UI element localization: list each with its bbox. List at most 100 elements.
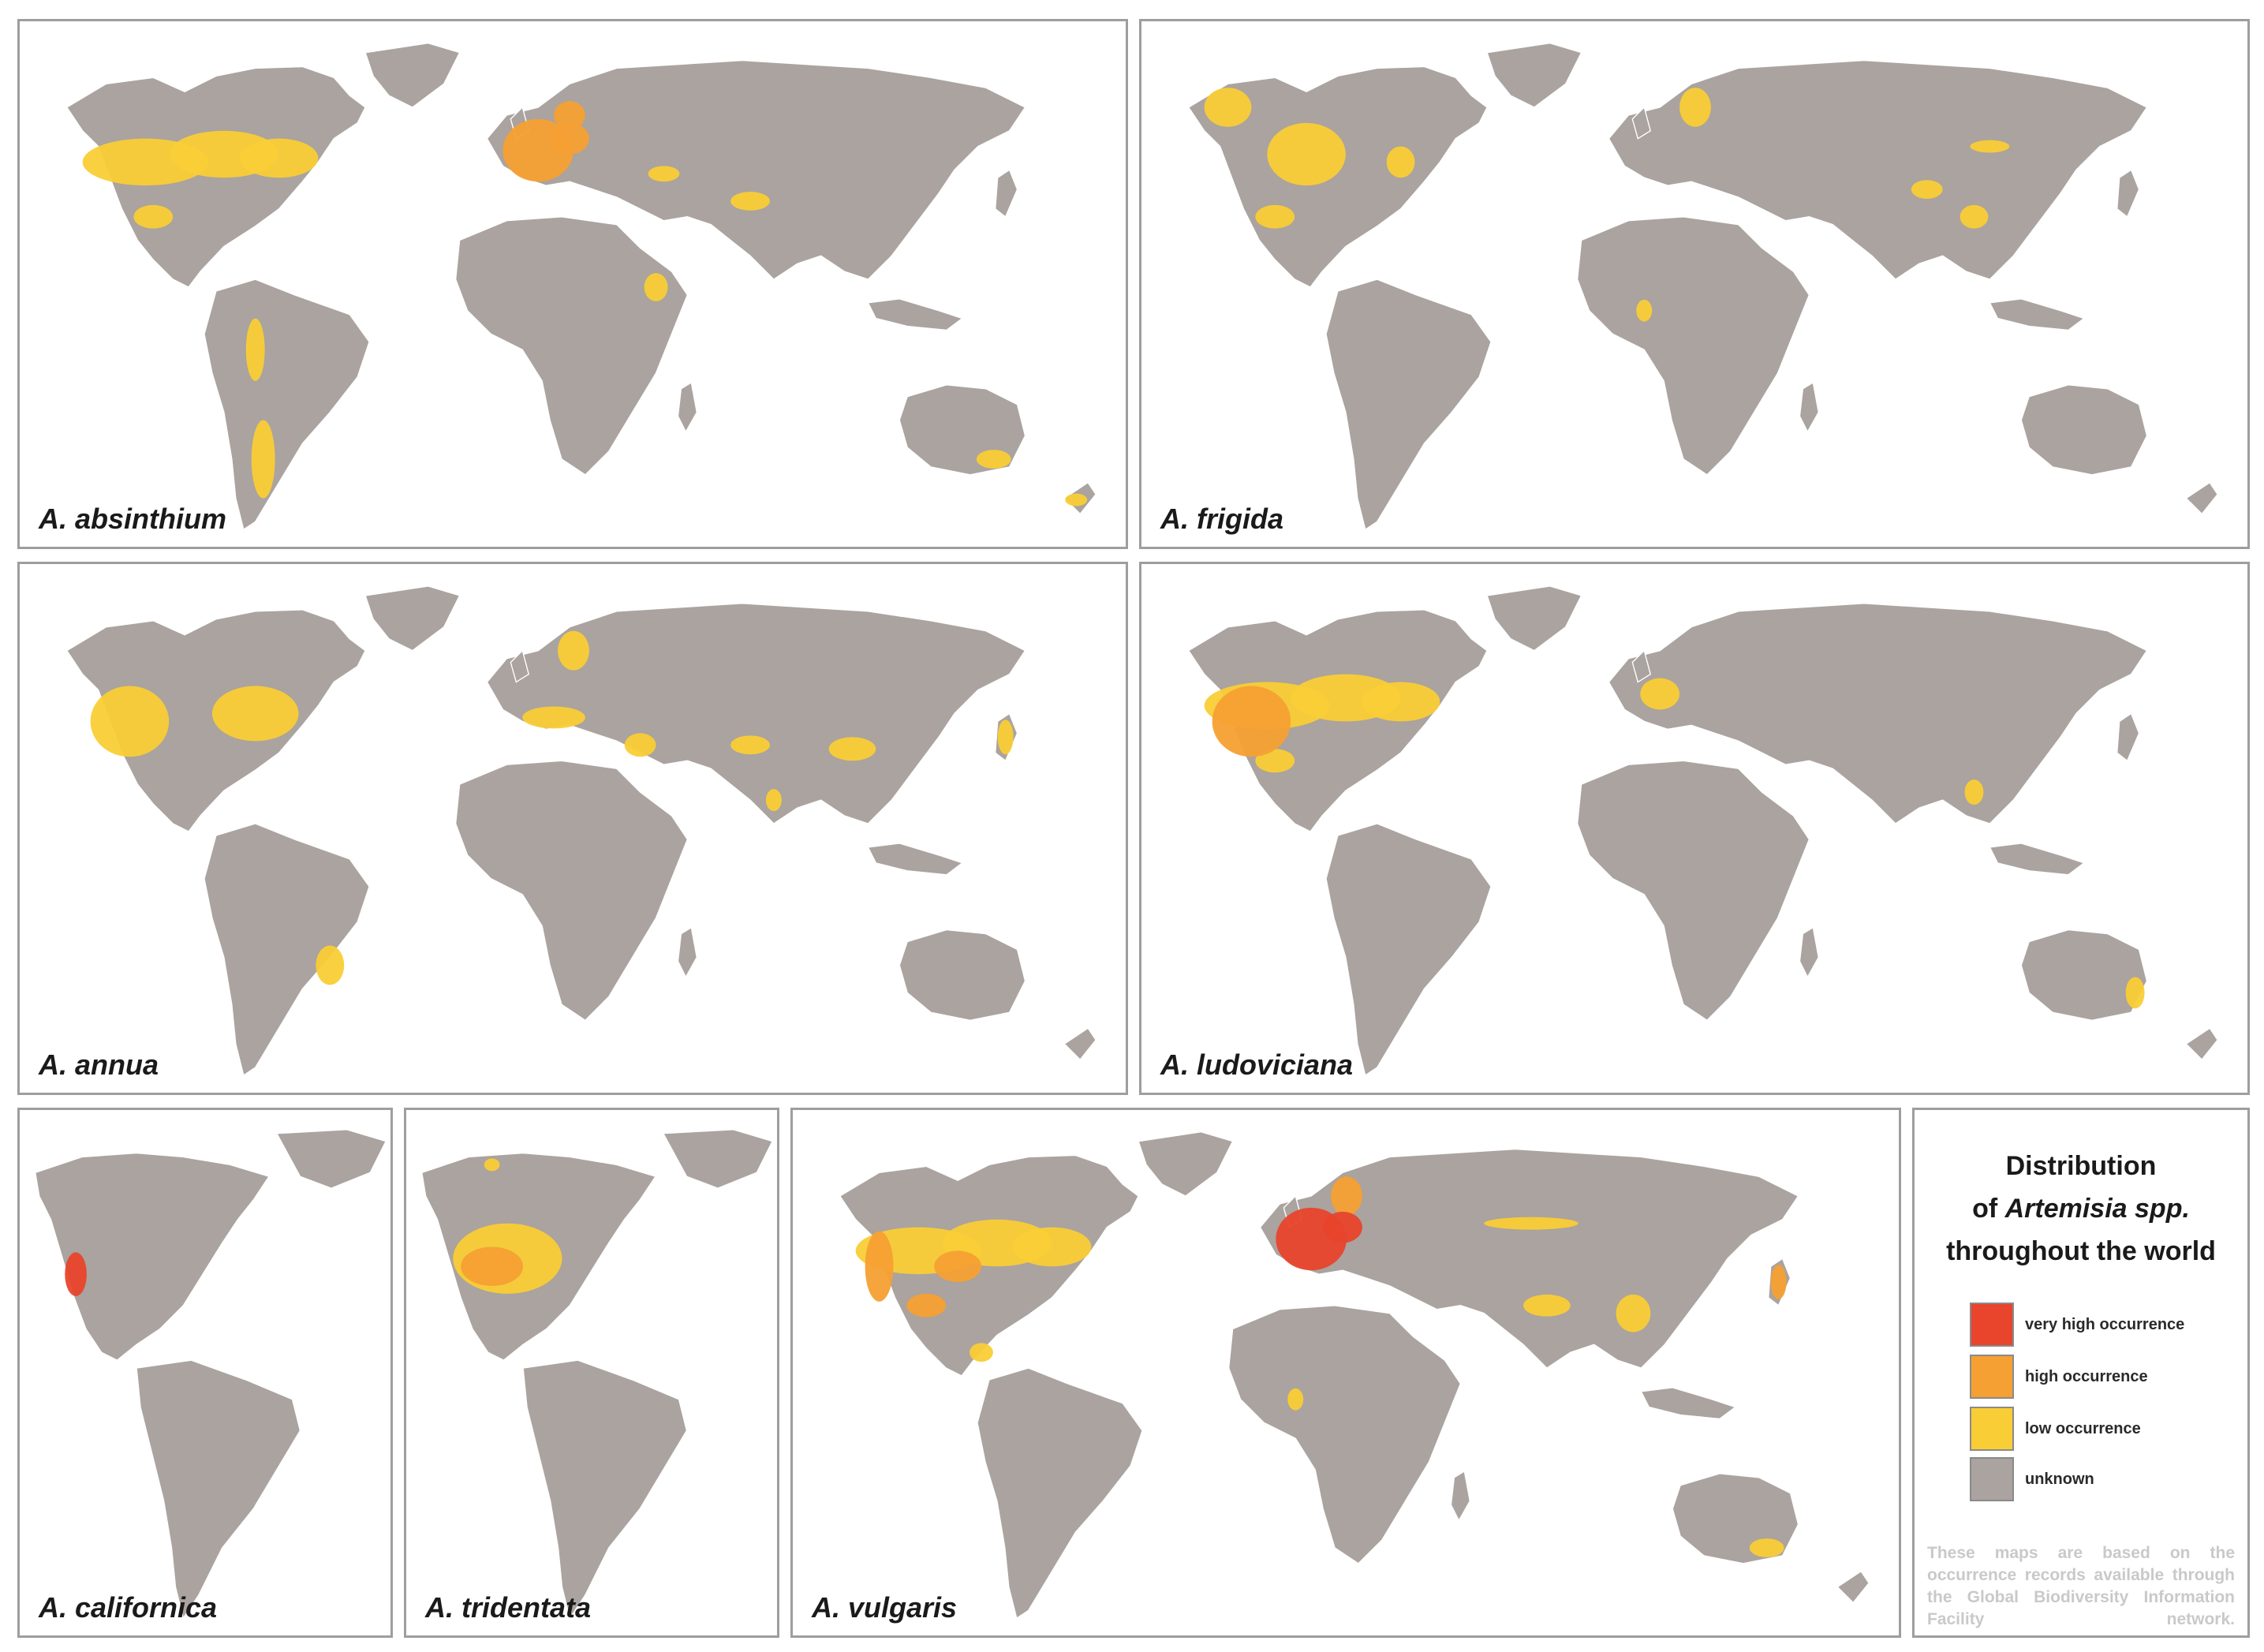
species-label-absinthium: A. absinthium [39, 503, 227, 535]
landmass-greenland [1486, 585, 1582, 652]
legend-swatch-high [1970, 1355, 2014, 1399]
occurrence-high-scandinavia [1331, 1176, 1362, 1216]
landmass-uk [510, 649, 530, 683]
landmass-greenland [662, 1129, 774, 1189]
occurrence-high-japan [1770, 1265, 1787, 1299]
map-panel-annua: A. annua [17, 562, 1128, 1095]
landmass-africa [1576, 216, 1810, 476]
legend-label-unknown: unknown [2025, 1470, 2094, 1488]
landmass-south-america [136, 1359, 301, 1620]
landmass-australia [2020, 384, 2148, 476]
landmass-greenland [364, 43, 461, 108]
landmass-greenland [1486, 43, 1582, 108]
occurrence-low-china [828, 737, 876, 761]
occurrence-low-western-europe [1640, 678, 1680, 710]
landmass-south-america [1325, 278, 1492, 531]
landmass-australia [2020, 929, 2148, 1021]
landmass-eurasia [1608, 59, 2148, 280]
occurrence-low-himalaya-and-southeast-asia [1616, 1294, 1651, 1332]
landmass-se-asia-islands [867, 298, 964, 331]
landmass-africa [454, 760, 689, 1022]
species-label-ludoviciana: A. ludoviciana [1160, 1048, 1354, 1081]
occurrence-high-us-pacific-coast [865, 1231, 894, 1302]
occurrence-very-high-california-coast [65, 1252, 87, 1296]
occurrence-low-siberia [1484, 1217, 1578, 1230]
landmass-japan [2116, 169, 2140, 218]
occurrence-low-eastern-united-states [211, 686, 299, 742]
occurrence-low-alaska [484, 1158, 500, 1172]
landmass-south-america [204, 278, 370, 531]
landmass-se-asia-islands [1989, 298, 2086, 331]
occurrence-low-japan [997, 719, 1014, 755]
landmass-se-asia-islands [867, 843, 964, 876]
legend-label-low: low occurrence [2025, 1419, 2141, 1437]
species-label-californica: A. californica [39, 1591, 218, 1624]
landmass-greenland [364, 585, 461, 652]
legend-item-high: high occurrence [1970, 1355, 2148, 1399]
species-label-frigida: A. frigida [1160, 503, 1284, 535]
map-panel-tridentata: A. tridentata [404, 1108, 779, 1638]
legend-label-high: high occurrence [2025, 1367, 2148, 1385]
landmass-madagascar [1450, 1470, 1471, 1522]
occurrence-low-turkey-and-middle-east [624, 733, 656, 757]
occurrence-low-scandinavia [1679, 88, 1711, 127]
occurrence-low-himalaya-and-southeast-asia [1523, 1294, 1571, 1317]
species-label-annua: A. annua [39, 1048, 159, 1081]
landmass-eurasia [486, 603, 1026, 824]
species-label-vulgaris: A. vulgaris [812, 1591, 958, 1624]
occurrence-low-united-states-and-southern-canada [1361, 682, 1440, 722]
occurrence-low-great-plains-of-north-america [1267, 122, 1346, 186]
landmass-uk [1631, 649, 1652, 683]
occurrence-low-southeast-asia [1964, 779, 1984, 805]
occurrence-low-southern-south-america [251, 420, 275, 499]
legend-label-very-high: very high occurrence [2025, 1315, 2185, 1333]
occurrence-low-caucasus-and-black-sea-region [648, 166, 680, 182]
legend-item-low: low occurrence [1970, 1407, 2141, 1451]
data-source-note: These maps are based on the occurrence r… [1927, 1544, 2235, 1628]
map-panel-ludoviciana: A. ludoviciana [1139, 562, 2250, 1095]
occurrence-low-northeastern-united-states [1386, 146, 1415, 178]
legend-swatch-very-high [1970, 1303, 2014, 1347]
legend-title-genus: Artemisia spp. [2004, 1194, 2190, 1224]
occurrence-low-india [765, 789, 782, 812]
occurrence-high-great-plains [934, 1250, 981, 1283]
landmass-japan [994, 169, 1018, 218]
landmass-australia [899, 929, 1026, 1021]
occurrence-low-southeastern-australia [976, 450, 1011, 469]
occurrence-low-united-states-and-southern-canada [239, 138, 319, 178]
occurrence-low-central-america [969, 1343, 993, 1362]
landmass-new-zealand [1063, 1027, 1097, 1061]
landmass-new-zealand [2185, 481, 2219, 515]
occurrence-low-mexico [133, 204, 174, 229]
occurrence-low-mexico [1255, 204, 1295, 229]
occurrence-low-southeastern-australia [1749, 1538, 1784, 1557]
map-vulgaris [839, 1131, 1870, 1620]
map-annua [65, 585, 1097, 1077]
occurrence-low-western-united-states [90, 686, 170, 757]
legend-panel: Distribution of Artemisia spp. throughou… [1912, 1108, 2250, 1638]
landmass-uk [1631, 106, 1652, 140]
occurrence-high-southern-scandinavia [554, 101, 585, 129]
landmass-south-america [1325, 823, 1492, 1077]
landmass-south-america [204, 823, 370, 1077]
landmass-madagascar [1799, 381, 1820, 433]
landmass-north-america [1187, 65, 1489, 288]
occurrence-high-mexico [906, 1293, 947, 1317]
occurrence-low-central-asia [730, 735, 770, 755]
landmass-eurasia [1259, 1148, 1799, 1369]
occurrence-low-southeastern-brazil [316, 945, 345, 985]
occurrence-low-west-africa [1287, 1388, 1304, 1411]
landmass-africa [1227, 1305, 1462, 1564]
occurrence-high-western-and-central-europe [550, 122, 589, 155]
landmass-eurasia [486, 59, 1026, 280]
occurrence-very-high-western-and-central-europe [1323, 1211, 1362, 1243]
landmass-south-america [977, 1367, 1143, 1620]
landmass-greenland [1138, 1131, 1234, 1197]
legend-title-line-3: throughout the world [1946, 1236, 2216, 1266]
landmass-eurasia [1608, 603, 2148, 824]
legend-title-prefix: of [1972, 1194, 2005, 1224]
landmass-new-zealand [1836, 1570, 1870, 1604]
legend-title-line-1: Distribution [2005, 1151, 2157, 1181]
occurrence-low-andes [245, 318, 265, 381]
map-panel-vulgaris: A. vulgaris [790, 1108, 1901, 1638]
